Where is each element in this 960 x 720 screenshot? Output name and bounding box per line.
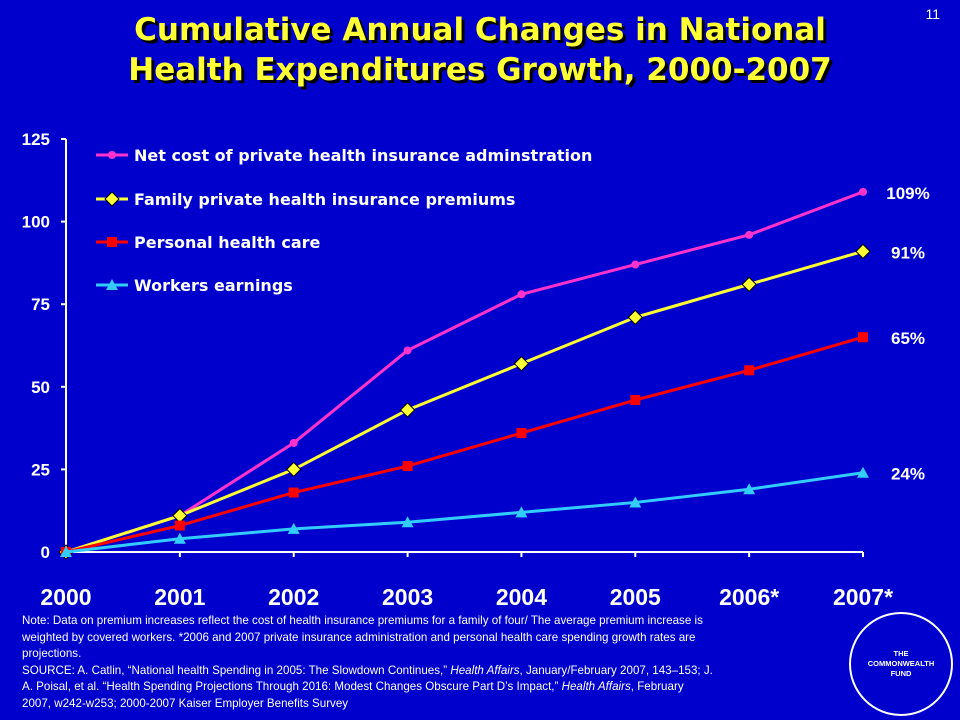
data-point [744, 365, 755, 376]
legend-marker [106, 279, 118, 290]
title-line-2: Health Expenditures Growth, 2000-2007 [128, 52, 832, 88]
line-chart: 0 25 50 75 100 125 2000 2001 2002 2003 2004 2005 200… [22, 130, 930, 610]
y-tick-label: 75 [31, 295, 50, 314]
data-point [60, 546, 72, 557]
note-line: Note: Data on premium increases reflect … [22, 614, 703, 627]
data-point [286, 461, 302, 478]
end-value-label: 65% [891, 329, 925, 348]
note-text: Note: Data on premium increases reflect … [22, 613, 902, 712]
data-point [173, 532, 186, 544]
data-point [857, 466, 869, 478]
legend-marker [107, 237, 117, 247]
x-tick-label: 2004 [496, 584, 547, 610]
legend-label: Net cost of private health insurance adm… [134, 146, 592, 165]
x-tick-label: 2000 [40, 584, 91, 610]
x-tick-label: 2007* [833, 584, 893, 610]
source-line: SOURCE: A. Catlin, “National health Spen… [22, 663, 713, 677]
commonwealth-fund-logo: THE COMMONWEALTH FUND [849, 612, 953, 716]
data-point [402, 461, 413, 472]
x-tick-label: 2006* [719, 584, 779, 610]
legend-marker [104, 191, 120, 207]
data-point [401, 516, 414, 528]
y-tick-label: 100 [22, 213, 50, 232]
data-point [629, 496, 642, 508]
data-point [516, 428, 527, 439]
data-point [289, 438, 298, 447]
x-tick-label: 2003 [382, 584, 433, 610]
x-tick-label: 2001 [154, 584, 205, 610]
data-point [174, 520, 185, 531]
data-point [745, 230, 754, 239]
y-tick-label: 25 [31, 460, 50, 479]
series-line [65, 249, 864, 554]
data-point [855, 243, 871, 260]
data-point [288, 487, 299, 498]
series-line [65, 335, 864, 554]
legend-label: Workers earnings [134, 276, 293, 295]
legend-marker [108, 151, 116, 159]
data-point [631, 260, 640, 269]
end-value-label: 91% [891, 243, 925, 262]
data-point [627, 309, 643, 326]
end-value-label: 109% [886, 184, 929, 203]
x-tick-label: 2005 [610, 584, 661, 610]
slide-title: Cumulative Annual Changes in National He… [40, 10, 920, 90]
end-value-label: 24% [891, 465, 925, 484]
data-point [743, 483, 756, 495]
y-tick-label: 50 [31, 378, 50, 397]
y-tick-label: 125 [22, 130, 50, 149]
title-line-1: Cumulative Annual Changes in National [134, 12, 826, 48]
data-point [403, 346, 412, 355]
note-line: projections. [22, 647, 82, 660]
logo-text: COMMONWEALTH [867, 659, 935, 668]
series-line [65, 471, 864, 554]
logo-text: FUND [890, 669, 912, 678]
legend-label: Family private health insurance premiums [134, 190, 515, 209]
data-point [859, 187, 867, 196]
logo-text: THE [893, 649, 909, 658]
legend-label: Personal health care [134, 233, 321, 252]
y-tick-label: 0 [41, 543, 50, 562]
data-point [517, 290, 526, 299]
slide-number: 11 [925, 6, 940, 22]
data-point [858, 332, 868, 343]
source-line: A. Poisal, et al. “Health Spending Proje… [22, 680, 684, 693]
data-point [513, 355, 530, 372]
data-point [741, 276, 757, 293]
source-line: 2007, w242-w253; 2000-2007 Kaiser Employ… [22, 696, 349, 710]
x-tick-label: 2002 [268, 584, 319, 610]
data-point [630, 395, 641, 406]
series-line [65, 190, 864, 554]
data-point [287, 522, 300, 534]
note-line: weighted by covered workers. *2006 and 2… [22, 630, 696, 644]
data-point [515, 506, 528, 518]
data-point [399, 402, 416, 418]
